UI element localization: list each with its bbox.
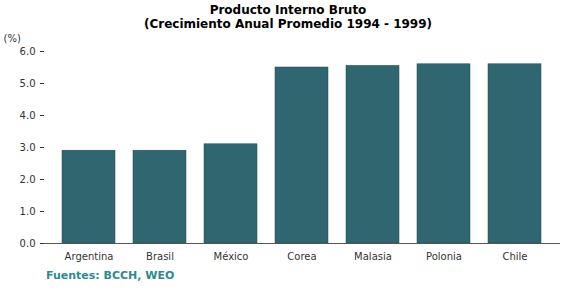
svg-text:Chile: Chile <box>502 251 527 262</box>
svg-text:México: México <box>214 251 249 262</box>
svg-text:0.0: 0.0 <box>20 238 36 249</box>
html-text:(Crecimiento Anual Promedio 19: (Crecimiento Anual Promedio 1994 - 1999) <box>143 17 433 31</box>
svg-text:Polonia: Polonia <box>426 251 462 262</box>
svg-text:3.0: 3.0 <box>20 142 36 153</box>
svg-text:4.0: 4.0 <box>20 110 36 121</box>
svg-text:Malasia: Malasia <box>354 251 392 262</box>
svg-text:2.0: 2.0 <box>20 174 36 185</box>
svg-text:1.0: 1.0 <box>20 206 36 217</box>
svg-text:Argentina: Argentina <box>65 251 114 262</box>
svg-text:Corea: Corea <box>287 251 316 262</box>
svg-text:(%): (%) <box>4 33 21 44</box>
html-text:Producto Interno Bruto: Producto Interno Bruto <box>209 3 367 17</box>
svg-text:5.0: 5.0 <box>20 78 36 89</box>
html-text:Fuentes: BCCH, WEO: Fuentes: BCCH, WEO <box>46 269 175 282</box>
svg-text:6.0: 6.0 <box>20 46 36 57</box>
svg-text:Brasil: Brasil <box>146 251 174 262</box>
